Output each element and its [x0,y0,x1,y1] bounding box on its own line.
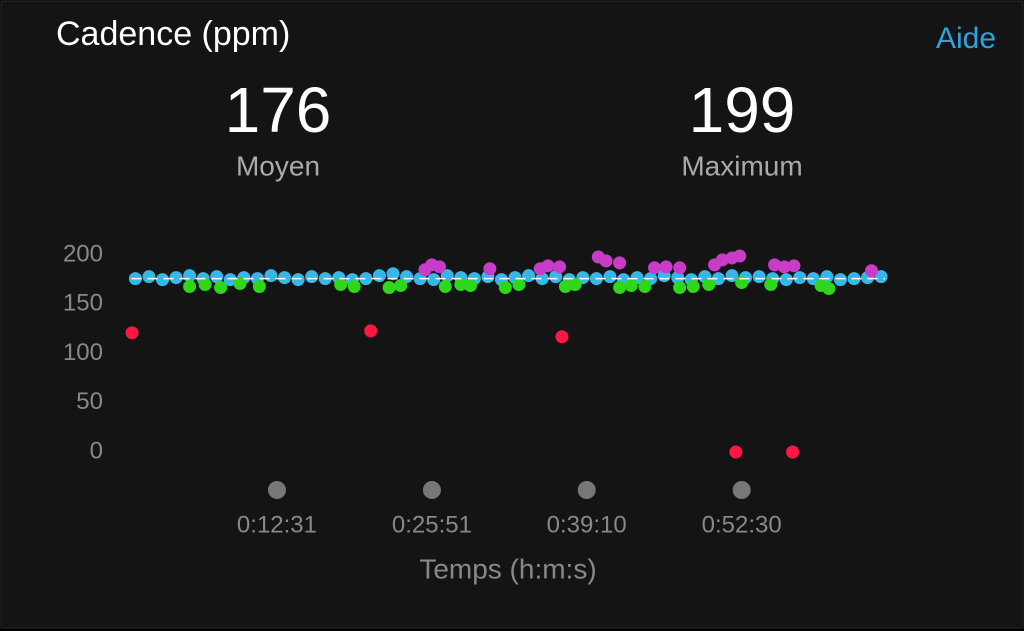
point [659,260,673,274]
point [142,270,156,284]
y-tick-label: 0 [90,437,103,464]
y-tick-label: 150 [63,290,103,317]
point [624,279,638,293]
point [463,279,477,293]
point [686,280,700,294]
point [334,278,348,292]
point [233,277,247,291]
point [599,254,613,268]
point [673,281,687,295]
stat-value: 176 [225,74,332,146]
point [498,281,512,295]
y-tick-label: 200 [63,240,103,267]
point [864,264,878,278]
point [427,273,441,287]
point [386,267,400,281]
stat-label: Maximum [681,150,802,181]
point [733,249,747,263]
point [454,278,468,292]
x-axis-title: Temps (h:m:s) [419,553,596,584]
x-tick-label: 0:12:31 [237,511,317,538]
point [278,271,292,285]
point [198,278,212,292]
point [125,326,139,340]
point [512,278,526,292]
point [558,280,572,294]
point [364,324,378,338]
point [535,272,549,286]
point [777,260,791,274]
point [764,278,778,292]
stat-label: Moyen [236,150,320,181]
stat-value: 199 [689,74,796,146]
point [264,269,278,283]
help-link[interactable]: Aide [936,22,996,55]
x-tick-mark [577,481,596,499]
y-tick-label: 50 [76,388,103,415]
point [603,270,617,284]
x-tick-mark [732,481,751,499]
point [768,258,782,272]
point [541,259,555,273]
point [702,278,716,292]
point [555,330,569,344]
x-tick-label: 0:52:30 [702,511,782,538]
x-tick-mark [267,481,286,499]
x-tick-label: 0:25:51 [392,511,472,538]
point [613,281,627,295]
point [432,260,446,274]
point [549,270,563,284]
point [786,445,800,459]
point [874,270,888,284]
point [252,280,266,294]
point [568,278,582,292]
point [214,281,228,295]
x-tick-mark [422,481,441,499]
point [673,261,687,275]
point [305,270,319,284]
point [210,270,224,284]
x-tick-label: 0:39:10 [547,511,627,538]
point [715,253,729,267]
point [752,270,766,284]
point [793,271,807,285]
title: Cadence (ppm) [56,15,290,53]
point [183,280,197,294]
point [711,272,725,286]
point [169,271,183,285]
point [787,259,801,273]
point [438,280,452,294]
point [779,273,793,287]
point [638,280,652,294]
point [359,272,373,286]
point [522,269,536,283]
point [822,281,836,295]
point [671,271,685,285]
y-tick-label: 100 [63,339,103,366]
point [382,281,396,295]
point [833,273,847,287]
point [291,273,305,287]
point [553,260,567,274]
point [155,273,169,287]
point [347,280,361,294]
point [729,445,743,459]
point [483,262,497,276]
point [647,261,661,275]
point [613,256,627,270]
point [372,269,386,283]
point [394,279,408,293]
